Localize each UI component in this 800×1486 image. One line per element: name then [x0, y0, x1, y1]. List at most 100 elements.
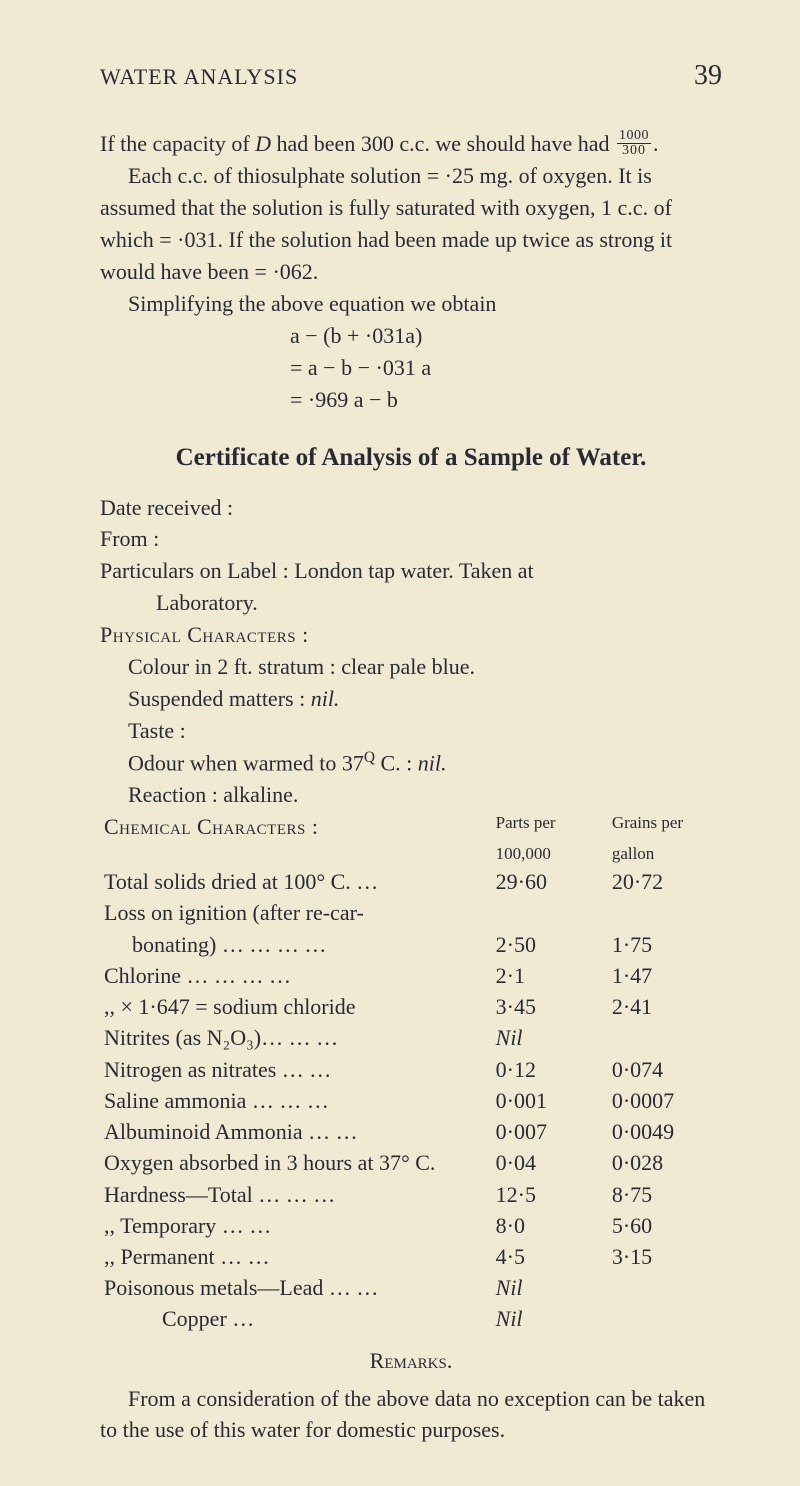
table-row: bonating) … … … …2·501·75	[100, 929, 722, 960]
row-c1: 8·0	[486, 1210, 604, 1241]
row-c1: 0·007	[486, 1116, 604, 1147]
particulars: Particulars on Label : London tap water.…	[100, 555, 722, 587]
intro-p1: If the capacity of D had been 300 c.c. w…	[100, 128, 722, 160]
row-label: Copper …	[100, 1303, 486, 1334]
certificate-title: Certificate of Analysis of a Sample of W…	[100, 444, 722, 472]
remarks-head: Remarks.	[100, 1345, 722, 1377]
row-c1: 3·45	[486, 991, 604, 1022]
suspended-val: nil.	[311, 686, 340, 711]
col2-head-b: gallon	[604, 842, 722, 866]
reaction: Reaction : alkaline.	[100, 779, 722, 811]
chemical-characters-table: Chemical Characters : Parts per Grains p…	[100, 811, 722, 1335]
row-c1: 2·1	[486, 960, 604, 991]
certificate-block: Date received : From : Particulars on La…	[100, 492, 722, 1447]
row-c1: 0·04	[486, 1147, 604, 1178]
row-c2	[604, 1303, 722, 1334]
row-c2	[604, 897, 722, 928]
table-row: Hardness—Total … … …12·58·75	[100, 1179, 722, 1210]
table-row: Oxygen absorbed in 3 hours at 37° C.0·04…	[100, 1147, 722, 1178]
suspended: Suspended matters : nil.	[100, 683, 722, 715]
row-c2: 1·75	[604, 929, 722, 960]
row-c2: 0·0007	[604, 1085, 722, 1116]
page-header: WATER ANALYSIS 39	[100, 60, 722, 92]
row-c1	[486, 897, 604, 928]
table-row: Chlorine … … … …2·11·47	[100, 960, 722, 991]
intro-p1b: had been 300 c.c. we should have had	[271, 131, 615, 156]
eq3: = ·969 a − b	[290, 384, 722, 416]
odour-b: C. :	[375, 750, 418, 775]
row-c1: 4·5	[486, 1241, 604, 1272]
row-c1: 29·60	[486, 866, 604, 897]
physical-characters-head: Physical Characters :	[100, 619, 722, 651]
row-c2: 8·75	[604, 1179, 722, 1210]
row-label: ,, × 1·647 = sodium chloride	[100, 991, 486, 1022]
running-head: WATER ANALYSIS	[100, 64, 298, 90]
row-label: Hardness—Total … … …	[100, 1179, 486, 1210]
table-row: Total solids dried at 100° C. …29·6020·7…	[100, 866, 722, 897]
table-row: ,, Temporary … …8·05·60	[100, 1210, 722, 1241]
equation-block: a − (b + ·031a) = a − b − ·031 a = ·969 …	[290, 320, 722, 416]
intro-p3: Simplifying the above equation we obtain	[100, 288, 722, 320]
row-c1: Nil	[486, 1303, 604, 1334]
intro-p1a: If the capacity of	[100, 131, 255, 156]
row-label: ,, Permanent … …	[100, 1241, 486, 1272]
row-label: Albuminoid Ammonia … …	[100, 1116, 486, 1147]
row-label: Nitrites (as N₂O₃)… … …	[100, 1022, 486, 1053]
row-label: Saline ammonia … … …	[100, 1085, 486, 1116]
odour-val: nil.	[418, 750, 447, 775]
remarks-p: From a consideration of the above data n…	[100, 1383, 722, 1447]
col1-head-b: 100,000	[486, 842, 604, 866]
row-c2: 3·15	[604, 1241, 722, 1272]
row-c2: 20·72	[604, 866, 722, 897]
fraction-den: 300	[617, 144, 651, 158]
row-c2: 0·028	[604, 1147, 722, 1178]
row-c1: Nil	[486, 1272, 604, 1303]
row-label: bonating) … … … …	[100, 929, 486, 960]
date-received: Date received :	[100, 492, 722, 524]
eq1: a − (b + ·031a)	[290, 320, 722, 352]
row-c1: Nil	[486, 1022, 604, 1053]
row-c2	[604, 1022, 722, 1053]
table-row: ,, × 1·647 = sodium chloride3·452·41	[100, 991, 722, 1022]
row-label: Total solids dried at 100° C. …	[100, 866, 486, 897]
row-label: Oxygen absorbed in 3 hours at 37° C.	[100, 1147, 486, 1178]
chem-head: Chemical Characters :	[100, 811, 486, 842]
row-c1: 0·001	[486, 1085, 604, 1116]
table-row: Saline ammonia … … …0·0010·0007	[100, 1085, 722, 1116]
table-row: Nitrites (as N₂O₃)… … …Nil	[100, 1022, 722, 1053]
row-c1: 0·12	[486, 1054, 604, 1085]
row-c1: 12·5	[486, 1179, 604, 1210]
fraction: 1000300	[617, 129, 651, 158]
row-c2	[604, 1272, 722, 1303]
row-label: Chlorine … … … …	[100, 960, 486, 991]
intro-p1c: .	[653, 131, 659, 156]
page-number: 39	[694, 60, 722, 92]
intro-block: If the capacity of D had been 300 c.c. w…	[100, 128, 722, 416]
table-row: Copper …Nil	[100, 1303, 722, 1334]
row-label: Poisonous metals—Lead … …	[100, 1272, 486, 1303]
table-row: Poisonous metals—Lead … …Nil	[100, 1272, 722, 1303]
row-c1: 2·50	[486, 929, 604, 960]
row-c2: 1·47	[604, 960, 722, 991]
row-c2: 0·074	[604, 1054, 722, 1085]
intro-p2: Each c.c. of thiosulphate solution = ·25…	[100, 160, 722, 288]
colour: Colour in 2 ft. stratum : clear pale blu…	[100, 651, 722, 683]
table-row: Albuminoid Ammonia … …0·0070·0049	[100, 1116, 722, 1147]
page: WATER ANALYSIS 39 If the capacity of D h…	[0, 0, 800, 1486]
row-c2: 5·60	[604, 1210, 722, 1241]
taste: Taste :	[100, 715, 722, 747]
row-c2: 0·0049	[604, 1116, 722, 1147]
suspended-label: Suspended matters :	[128, 686, 311, 711]
row-c2: 2·41	[604, 991, 722, 1022]
chem-head-row: Chemical Characters : Parts per Grains p…	[100, 811, 722, 842]
particulars-2: Laboratory.	[100, 587, 722, 619]
col2-head-a: Grains per	[604, 811, 722, 842]
row-label: Loss on ignition (after re-car-	[100, 897, 486, 928]
table-row: Loss on ignition (after re-car-	[100, 897, 722, 928]
row-label: ,, Temporary … …	[100, 1210, 486, 1241]
fraction-num: 1000	[617, 129, 651, 144]
col1-head-a: Parts per	[486, 811, 604, 842]
from: From :	[100, 523, 722, 555]
table-row: Nitrogen as nitrates … …0·120·074	[100, 1054, 722, 1085]
odour-a: Odour when warmed to 37	[128, 750, 364, 775]
